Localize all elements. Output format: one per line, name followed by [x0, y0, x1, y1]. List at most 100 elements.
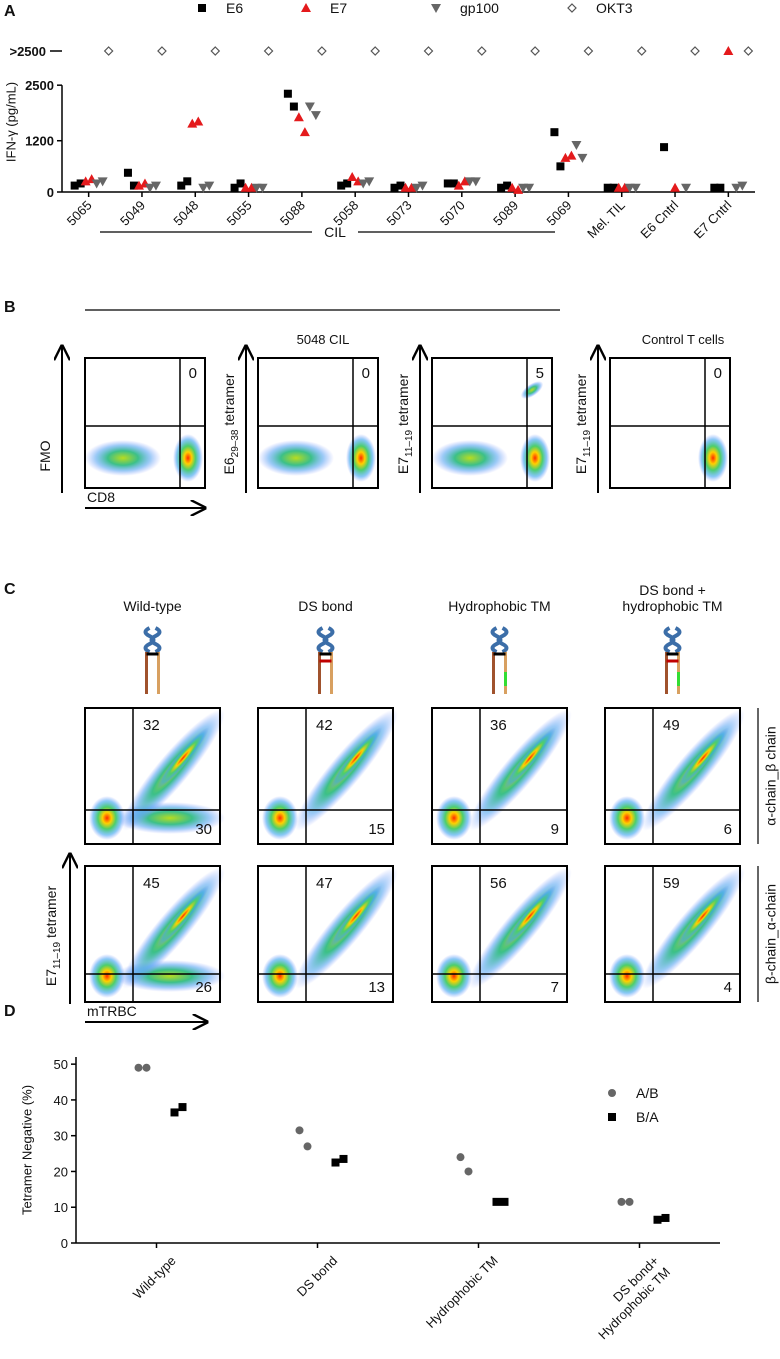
- plot-frame: [431, 865, 568, 1003]
- marker-triangle-down: [310, 111, 321, 121]
- marker-diamond: [583, 46, 594, 56]
- marker-square: [70, 181, 79, 190]
- label-rest: tetramer: [395, 374, 411, 430]
- marker-diamond: [210, 46, 221, 56]
- marker-circle: [464, 1167, 473, 1176]
- legend-label: A/B: [636, 1085, 659, 1101]
- quadrant-value: 26: [195, 979, 212, 996]
- marker-square: [178, 1103, 187, 1112]
- density-cloud: [156, 885, 210, 947]
- marker-square: [123, 168, 132, 177]
- marker-triangle-down: [417, 181, 428, 191]
- density-cloud: [329, 885, 383, 947]
- marker-triangle-down: [411, 183, 422, 193]
- marker-triangle-up: [723, 46, 734, 55]
- density-cloud: [156, 727, 210, 789]
- y-axis-label: FMO: [37, 440, 53, 471]
- label-main: E6: [221, 457, 237, 474]
- legend-marker: [567, 3, 577, 13]
- y-tick-label: 0: [61, 1236, 68, 1251]
- marker-square: [236, 179, 245, 188]
- marker-triangle-down: [470, 177, 481, 187]
- x-tick-label: 5049: [117, 198, 148, 229]
- plot-frame: [257, 357, 379, 489]
- marker-triangle-down: [630, 183, 641, 193]
- label-main: E7: [573, 457, 589, 474]
- marker-square: [339, 1154, 348, 1163]
- x-tick-label: 5073: [384, 198, 415, 229]
- marker-square: [177, 181, 186, 190]
- x-tick-label: 5069: [543, 198, 574, 229]
- plot-frame: [84, 865, 221, 1003]
- group-label: CIL: [324, 224, 346, 240]
- x-tick-label: E6 Cntrl: [637, 197, 681, 241]
- x-tick-label: 5048: [170, 198, 201, 229]
- density-cloud: [85, 440, 161, 476]
- density-cloud: [609, 954, 645, 998]
- quadrant-value: 7: [551, 979, 559, 996]
- quadrant-value: 42: [316, 717, 333, 734]
- marker-square: [661, 1213, 670, 1222]
- marker-square: [129, 181, 138, 190]
- panel-letter: D: [4, 1003, 16, 1020]
- x-axis-label: mTRBC: [87, 1003, 137, 1019]
- legend-label: gp100: [460, 0, 499, 16]
- marker-triangle-up: [293, 112, 304, 122]
- marker-triangle-down: [358, 179, 369, 189]
- x-tick-label: 5088: [277, 198, 308, 229]
- marker-square: [500, 1197, 509, 1206]
- label-sub: 11–19: [52, 941, 63, 969]
- marker-square: [556, 162, 565, 171]
- y-tick-label: 2500: [25, 78, 54, 93]
- label-sub: 11–19: [582, 429, 593, 457]
- plot-frame: [609, 357, 731, 489]
- density-cloud: [503, 885, 557, 947]
- x-tick-label: 5065: [64, 198, 95, 229]
- marker-triangle-up: [406, 182, 417, 192]
- marker-triangle-up: [513, 184, 524, 194]
- marker-square: [289, 102, 298, 111]
- marker-triangle-down: [737, 181, 748, 191]
- marker-square: [603, 183, 612, 192]
- density-cloud: [346, 434, 376, 482]
- marker-triangle-down: [304, 102, 315, 112]
- density-cloud: [258, 440, 334, 476]
- marker-square: [710, 183, 719, 192]
- density-cloud: [520, 434, 550, 482]
- marker-square: [492, 1197, 501, 1206]
- quadrant-value: 0: [362, 365, 370, 382]
- label-sub: 11–19: [404, 429, 415, 457]
- marker-diamond: [370, 46, 381, 56]
- marker-triangle-down: [571, 141, 582, 150]
- legend-label: E6: [226, 0, 243, 16]
- marker-diamond: [743, 46, 754, 56]
- marker-square: [331, 1158, 340, 1167]
- legend-marker: [431, 4, 441, 13]
- y-axis-label: E711–19 tetramer: [43, 886, 63, 987]
- marker-triangle-down: [364, 177, 375, 187]
- marker-diamond: [690, 46, 700, 56]
- plot-frame: [604, 707, 741, 845]
- y-axis-label: E711–19 tetramer: [395, 374, 415, 475]
- marker-circle: [617, 1197, 626, 1206]
- density-cloud: [676, 885, 730, 947]
- y-tick-label: 1200: [25, 134, 54, 149]
- marker-square: [283, 89, 292, 98]
- marker-square: [609, 183, 618, 192]
- label-rest: tetramer: [221, 373, 237, 429]
- marker-diamond: [476, 46, 487, 56]
- label-main: E7: [43, 969, 59, 986]
- y-axis-label: E711–19 tetramer: [573, 374, 593, 475]
- marker-square: [550, 128, 559, 137]
- marker-triangle-down: [91, 179, 102, 189]
- tcr-domain: [663, 626, 682, 654]
- marker-square: [443, 179, 452, 188]
- density-cloud: [262, 796, 298, 840]
- marker-diamond: [530, 46, 540, 56]
- label-sub: 29–38: [230, 429, 241, 457]
- legend-label: OKT3: [596, 0, 633, 16]
- density-cloud: [436, 796, 472, 840]
- marker-triangle-up: [193, 116, 204, 126]
- marker-triangle-down: [144, 183, 155, 193]
